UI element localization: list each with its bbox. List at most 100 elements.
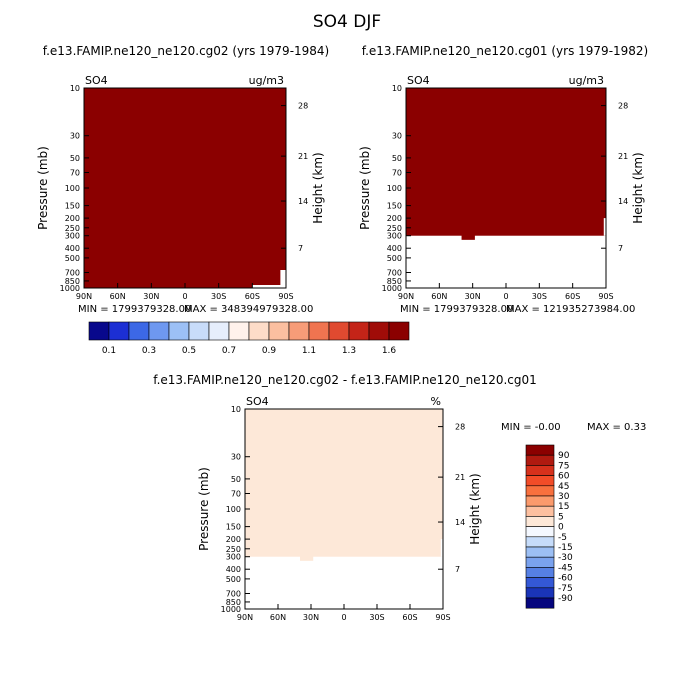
colorbar-swatch	[525, 587, 555, 599]
colorbar-swatch	[348, 321, 370, 341]
y-tick-label: 200	[65, 214, 80, 223]
y-axis-title: Pressure (mb)	[358, 146, 372, 230]
y-tick-label: 1000	[60, 284, 80, 293]
units-label: %	[431, 395, 441, 408]
colorbar-label: 1.1	[302, 346, 316, 356]
y-tick-label: 500	[387, 254, 402, 263]
colorbar-label: 45	[558, 482, 569, 492]
y-tick-label: 200	[226, 535, 241, 544]
field-fill	[406, 88, 606, 236]
field-bump	[461, 234, 475, 240]
colorbar-swatch	[228, 321, 250, 341]
y-tick-label: 700	[65, 269, 80, 278]
y-tick-label: 400	[387, 244, 402, 253]
colorbar-label: 1.6	[382, 346, 397, 356]
colorbar-swatch	[288, 321, 310, 341]
x-tick-label: 90S	[278, 292, 293, 301]
min-label: MIN = 1799379328.00	[400, 304, 513, 315]
y-tick-label: 500	[226, 575, 241, 584]
height-tick-label: 7	[455, 565, 460, 574]
x-tick-label: 60S	[565, 292, 580, 301]
colorbar-swatch	[388, 321, 410, 341]
y2-axis-title: Height (km)	[631, 152, 645, 223]
y-tick-label: 50	[392, 154, 402, 163]
colorbar-label: -75	[558, 584, 573, 594]
x-tick-label: 30N	[303, 613, 319, 622]
y-tick-label: 70	[392, 169, 402, 178]
height-tick-label: 14	[618, 197, 628, 206]
height-tick-label: 28	[618, 102, 628, 111]
colorbar-label: -60	[558, 574, 573, 584]
y-tick-label: 300	[65, 232, 80, 241]
units-label: ug/m3	[569, 74, 604, 87]
colorbar-label: -15	[558, 543, 573, 553]
colorbar-swatch	[525, 546, 555, 558]
x-tick-label: 60N	[270, 613, 286, 622]
panel-title: f.e13.FAMIP.ne120_ne120.cg02 - f.e13.FAM…	[153, 373, 537, 387]
field-gap	[252, 285, 286, 288]
colorbar-swatch	[525, 526, 555, 538]
colorbar-label: -5	[558, 533, 567, 543]
colorbar-label: 60	[558, 472, 570, 482]
height-tick-label: 28	[298, 102, 308, 111]
panel-title: f.e13.FAMIP.ne120_ne120.cg02 (yrs 1979-1…	[43, 44, 330, 58]
colorbar-label: 0.5	[182, 346, 196, 356]
y-tick-label: 30	[392, 132, 402, 141]
colorbar-swatch	[88, 321, 110, 341]
y-tick-label: 150	[226, 523, 241, 532]
height-tick-label: 21	[618, 152, 628, 161]
y-tick-label: 250	[226, 545, 241, 554]
colorbar-swatch	[525, 465, 555, 476]
colorbar-swatch	[248, 321, 270, 341]
height-tick-label: 28	[455, 423, 465, 432]
max-label: MAX = 0.33	[587, 422, 646, 433]
colorbar-swatch	[168, 321, 190, 341]
y-tick-label: 1000	[221, 605, 241, 614]
colorbar-swatch	[525, 567, 555, 578]
colorbar-swatch	[525, 495, 555, 507]
y-tick-label: 100	[387, 184, 402, 193]
y-tick-label: 500	[65, 254, 80, 263]
y-tick-label: 30	[231, 453, 241, 462]
y-tick-label: 30	[70, 132, 80, 141]
field-fill	[245, 409, 443, 557]
max-label: MAX = 121935273984.00	[506, 304, 635, 315]
y-tick-label: 10	[392, 84, 402, 93]
y-tick-label: 150	[65, 202, 80, 211]
x-tick-label: 90S	[598, 292, 613, 301]
y-tick-label: 50	[231, 475, 241, 484]
y-tick-label: 10	[70, 84, 80, 93]
colorbar-label: 0.3	[142, 346, 156, 356]
x-tick-label: 30S	[532, 292, 547, 301]
panels: f.e13.FAMIP.ne120_ne120.cg02 (yrs 1979-1…	[36, 44, 648, 622]
y-tick-label: 850	[387, 277, 402, 286]
max-label: MAX = 348394979328.00	[184, 304, 313, 315]
panel-1: f.e13.FAMIP.ne120_ne120.cg02 (yrs 1979-1…	[36, 44, 329, 315]
height-tick-label: 21	[455, 473, 465, 482]
field-gap	[280, 270, 286, 285]
colorbar-label: 0.9	[262, 346, 277, 356]
x-tick-label: 60N	[110, 292, 126, 301]
y-tick-label: 400	[65, 244, 80, 253]
y-axis-title: Pressure (mb)	[36, 146, 50, 230]
x-tick-label: 60S	[402, 613, 417, 622]
colorbar-label: 30	[558, 492, 570, 502]
y2-axis-title: Height (km)	[311, 152, 325, 223]
colorbar-label: 75	[558, 461, 569, 471]
colorbar-swatch	[525, 485, 555, 497]
field-fill	[84, 88, 286, 288]
min-label: MIN = 1799379328.00	[78, 304, 191, 315]
colorbar-top: 0.1 0.3 0.5 0.7 0.9 1.1 1.3 1.6	[88, 321, 410, 356]
x-tick-label: 90N	[237, 613, 253, 622]
colorbar-swatch	[525, 444, 555, 456]
colorbar-label: 0.1	[102, 346, 116, 356]
figure-title: SO4 DJF	[313, 12, 381, 32]
y-tick-label: 100	[226, 505, 241, 514]
colorbar-swatch	[525, 454, 555, 466]
x-tick-label: 0	[341, 613, 346, 622]
y-tick-label: 10	[231, 405, 241, 414]
colorbar-label: 1.3	[342, 346, 356, 356]
units-label: ug/m3	[249, 74, 284, 87]
colorbar-label: 90	[558, 451, 570, 461]
